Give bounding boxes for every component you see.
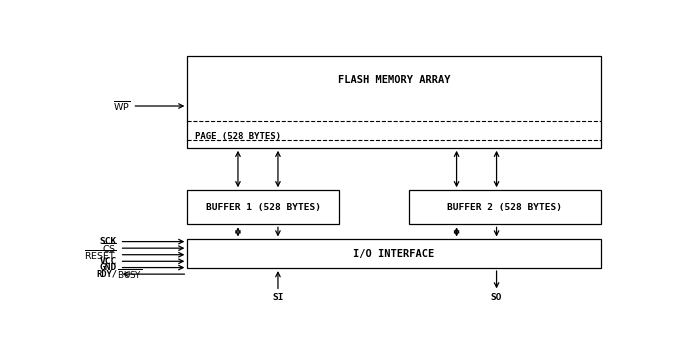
Text: I/O INTERFACE: I/O INTERFACE xyxy=(354,248,435,259)
Text: GND: GND xyxy=(100,263,117,272)
Bar xyxy=(187,56,601,148)
Text: BUFFER 2 (528 BYTES): BUFFER 2 (528 BYTES) xyxy=(447,203,562,212)
Text: PAGE (528 BYTES): PAGE (528 BYTES) xyxy=(195,132,281,141)
Text: $\overline{\rm RESET}$: $\overline{\rm RESET}$ xyxy=(85,248,117,262)
Bar xyxy=(187,190,339,224)
Bar xyxy=(409,190,601,224)
Text: $\overline{\rm CS}$: $\overline{\rm CS}$ xyxy=(103,241,117,255)
Text: BUFFER 1 (528 BYTES): BUFFER 1 (528 BYTES) xyxy=(206,203,321,212)
Text: SI: SI xyxy=(272,293,283,302)
Text: SCK: SCK xyxy=(100,237,117,246)
Text: FLASH MEMORY ARRAY: FLASH MEMORY ARRAY xyxy=(338,75,450,85)
Bar xyxy=(187,239,601,268)
Text: VCC: VCC xyxy=(100,257,117,266)
Text: $\overline{\rm BUSY}$: $\overline{\rm BUSY}$ xyxy=(118,267,143,281)
Text: $\overline{\rm WP}$: $\overline{\rm WP}$ xyxy=(113,99,130,113)
Text: RDY/: RDY/ xyxy=(96,270,117,279)
Text: SO: SO xyxy=(491,293,502,302)
